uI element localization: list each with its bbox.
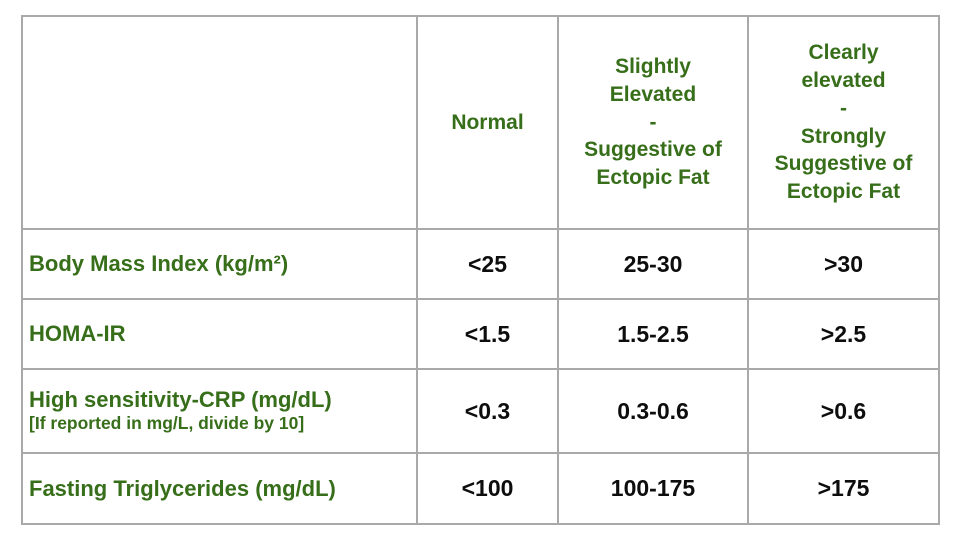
cell-trig-slightly-elevated: 100-175	[557, 452, 749, 525]
table-row-fasting-triglycerides: Fasting Triglycerides (mg/dL) <100 100-1…	[21, 452, 940, 525]
row-sublabel: [If reported in mg/L, divide by 10]	[29, 413, 305, 434]
cell-crp-slightly-elevated: 0.3-0.6	[557, 368, 749, 454]
header-slightly-elevated: Slightly Elevated - Suggestive of Ectopi…	[557, 15, 749, 230]
row-label-cell-bmi: Body Mass Index (kg/m²)	[21, 228, 418, 300]
cell-bmi-slightly-elevated: 25-30	[557, 228, 749, 300]
cell-bmi-normal: <25	[416, 228, 559, 300]
header-row: Normal Slightly Elevated - Suggestive of…	[21, 15, 940, 230]
row-label: HOMA-IR	[29, 321, 126, 347]
cell-homa-slightly-elevated: 1.5-2.5	[557, 298, 749, 370]
cell-trig-clearly-elevated: >175	[747, 452, 940, 525]
row-label: Body Mass Index (kg/m²)	[29, 251, 289, 277]
row-label-cell-hs-crp: High sensitivity-CRP (mg/dL) [If reporte…	[21, 368, 418, 454]
header-clearly-elevated: Clearly elevated - Strongly Suggestive o…	[747, 15, 940, 230]
row-label: Fasting Triglycerides (mg/dL)	[29, 475, 336, 501]
table-row-bmi: Body Mass Index (kg/m²) <25 25-30 >30	[21, 228, 940, 300]
header-metric-empty	[21, 15, 418, 230]
row-label: High sensitivity-CRP (mg/dL)	[29, 387, 332, 413]
cell-trig-normal: <100	[416, 452, 559, 525]
cell-crp-normal: <0.3	[416, 368, 559, 454]
cell-crp-clearly-elevated: >0.6	[747, 368, 940, 454]
table-row-homa-ir: HOMA-IR <1.5 1.5-2.5 >2.5	[21, 298, 940, 370]
row-label-cell-fasting-triglycerides: Fasting Triglycerides (mg/dL)	[21, 452, 418, 525]
table-row-hs-crp: High sensitivity-CRP (mg/dL) [If reporte…	[21, 368, 940, 454]
cell-homa-clearly-elevated: >2.5	[747, 298, 940, 370]
cell-homa-normal: <1.5	[416, 298, 559, 370]
ectopic-fat-reference-table: Normal Slightly Elevated - Suggestive of…	[21, 15, 940, 525]
row-label-cell-homa-ir: HOMA-IR	[21, 298, 418, 370]
cell-bmi-clearly-elevated: >30	[747, 228, 940, 300]
header-normal: Normal	[416, 15, 559, 230]
